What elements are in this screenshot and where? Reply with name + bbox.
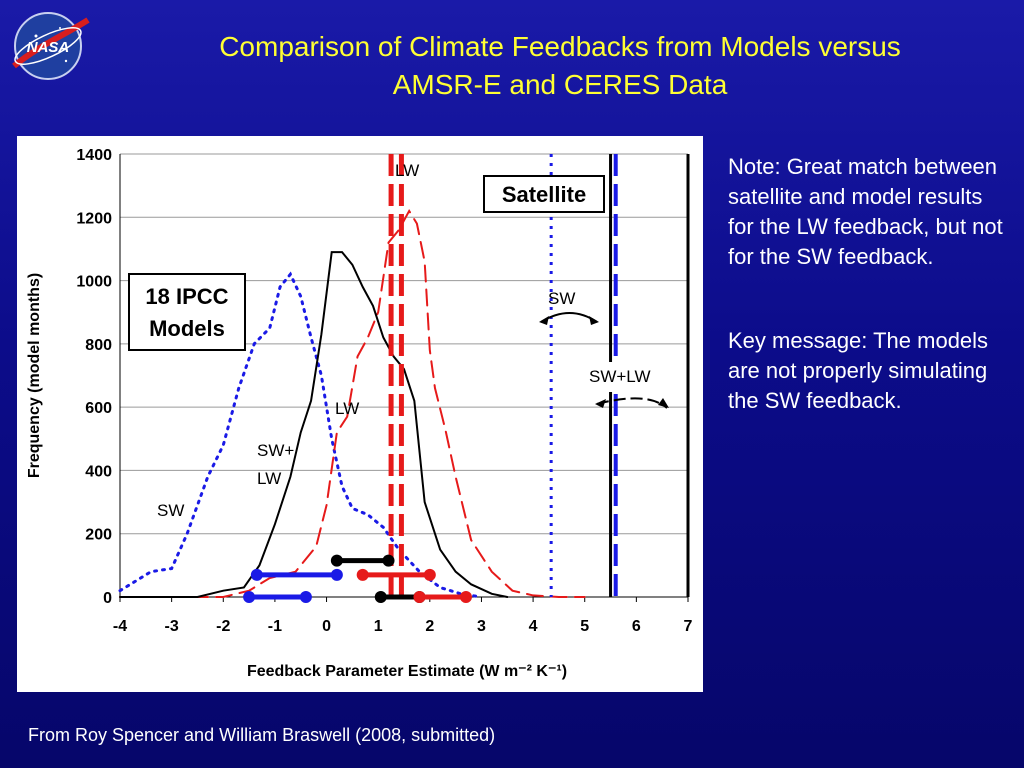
error-bar-endpoint: [374, 591, 387, 603]
x-tick-label: -1: [268, 618, 282, 635]
note-lw-match: Note: Great match between satellite and …: [728, 154, 1003, 269]
swlw-arrow-head-left: [595, 399, 606, 408]
y-tick-label: 600: [85, 400, 112, 417]
swlw-right-label-bg: [587, 362, 673, 392]
x-tick-label: 4: [529, 618, 538, 635]
y-tick-label: 1000: [76, 274, 112, 291]
y-tick-label: 800: [85, 337, 112, 354]
sw-arrow-head-right: [589, 316, 599, 325]
nasa-logo: NASA: [8, 6, 92, 84]
series-sw-lw-line: [119, 251, 509, 598]
x-tick-label: 3: [477, 618, 486, 635]
models-label-line2: Models: [149, 316, 225, 341]
side-notes: Note: Great match between satellite and …: [728, 152, 1013, 470]
x-tick-label: 2: [425, 618, 434, 635]
x-tick-label: 5: [580, 618, 589, 635]
error-bar-endpoint: [330, 568, 343, 581]
sw-arrow: [540, 312, 598, 323]
error-bar-endpoint: [382, 554, 395, 567]
x-tick-label: -2: [216, 618, 230, 635]
source-citation: From Roy Spencer and William Braswell (2…: [28, 725, 496, 745]
x-tick-label: 0: [322, 618, 331, 635]
satellite-label: Satellite: [502, 182, 586, 207]
error-bar-endpoint: [356, 568, 369, 581]
error-bar-endpoint: [423, 568, 436, 581]
y-tick-label: 0: [103, 590, 112, 607]
swlw-label-line1: SW+: [257, 441, 294, 460]
x-tick-label: 6: [632, 618, 641, 635]
x-tick-label: -4: [113, 618, 127, 635]
slide-title: Comparison of Climate Feedbacks from Mod…: [100, 28, 1020, 104]
feedback-chart: 0 200 400 600 800 1000 1200 1400 -4 -3 -2 -1 0 1 2 3 4 5 6…: [26, 147, 693, 680]
series-lw-line: [119, 208, 586, 598]
error-bar-endpoint: [243, 591, 256, 603]
swlw-label-line2: LW: [257, 469, 281, 488]
y-axis-label: Frequency (model months): [26, 273, 43, 478]
lw-mid-label: LW: [335, 399, 359, 418]
nasa-logo-text: NASA: [27, 39, 70, 56]
x-tick-label: -3: [165, 618, 179, 635]
chart-panel: 0 200 400 600 800 1000 1200 1400 -4 -3 -2 -1 0 1 2 3 4 5 6…: [17, 136, 703, 692]
note-key-message: Key message: The models are not properly…: [728, 328, 989, 413]
models-label-line1: 18 IPCC: [145, 284, 228, 309]
swlw-arrow: [596, 397, 668, 409]
lw-top-label: LW: [395, 161, 419, 180]
models-label-box: [128, 273, 246, 351]
error-bar-endpoint: [330, 554, 343, 567]
error-bar-endpoint: [299, 591, 312, 603]
y-tick-label: 200: [85, 527, 112, 544]
x-tick-label: 1: [374, 618, 383, 635]
title-line-1: Comparison of Climate Feedbacks from Mod…: [219, 31, 901, 62]
sw-arrow-head-left: [539, 316, 549, 325]
y-tick-label: 400: [85, 463, 112, 480]
sw-right-label: SW: [548, 289, 575, 308]
satellite-label-box: [483, 175, 605, 213]
swlw-arrow-head-right: [658, 398, 669, 408]
swlw-right-label: SW+LW: [589, 367, 651, 386]
y-tick-label: 1200: [76, 210, 112, 227]
y-tick-label: 1400: [76, 147, 112, 164]
x-axis-label: Feedback Parameter Estimate (W m⁻² K⁻¹): [247, 663, 567, 680]
error-bar-endpoint: [459, 591, 472, 603]
sw-left-label: SW: [157, 501, 184, 520]
title-line-2: AMSR-E and CERES Data: [392, 69, 728, 100]
error-bar-endpoint: [250, 568, 263, 581]
series-sw-line: [118, 271, 483, 599]
x-tick-label: 7: [684, 618, 693, 635]
error-bar-endpoint: [413, 591, 426, 603]
